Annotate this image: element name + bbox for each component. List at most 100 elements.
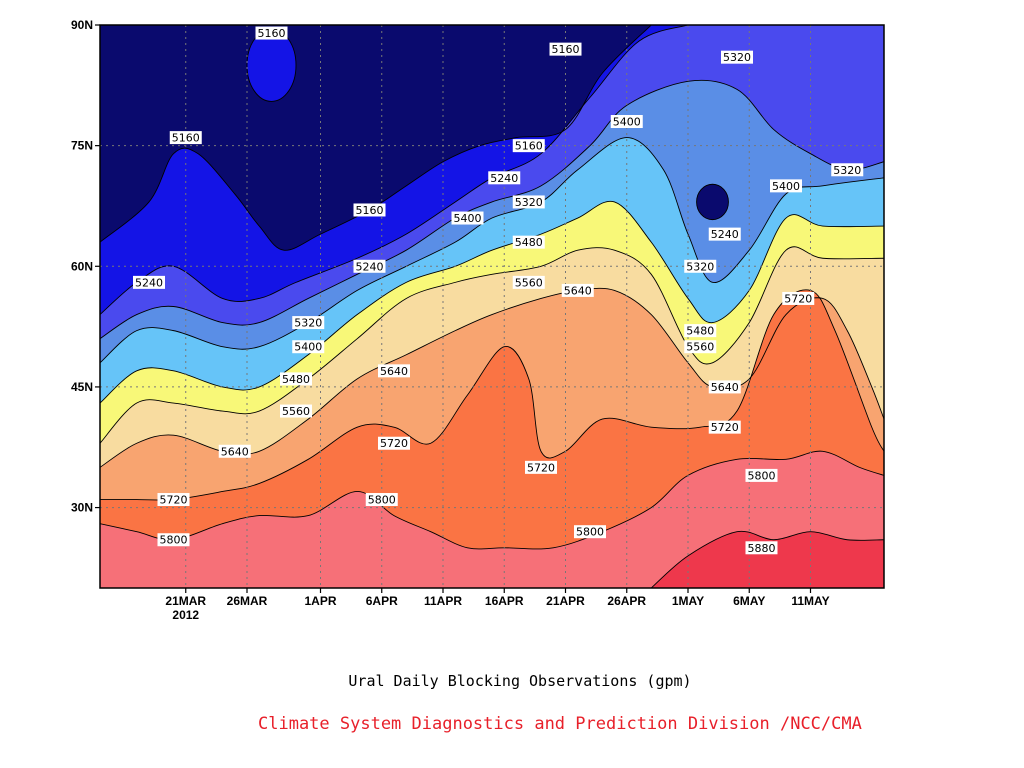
contour-label-box [745,541,778,555]
contour-label-text: 5880 [748,542,776,555]
contour-label-text: 5800 [576,526,604,539]
x-tick-label: 26APR [607,594,646,608]
contour-label: 5400 [610,115,643,129]
x-tick-sublabel: 2012 [172,608,199,622]
isoline-5800 [100,450,884,550]
contour-label: 5320 [512,195,545,209]
isoline-5160 [100,25,652,251]
contour-label-text: 5400 [613,116,641,129]
contour-label: 5800 [157,533,190,547]
contour-label-text: 5720 [711,421,739,434]
contour-label-box [512,275,545,289]
contour-label: 5160 [549,42,582,56]
contour-label-box [574,525,606,539]
contour-label-box [745,468,778,482]
contour-label-text: 5400 [454,212,482,225]
contour-label: 5880 [745,541,778,555]
contour-label: 5320 [721,50,753,64]
x-tick-label: 21APR [546,594,585,608]
contour-label-box [525,460,557,474]
x-tick-label: 16APR [485,594,524,608]
contour-label-box [365,493,398,507]
contour-label-box [561,283,594,297]
contour-label-box [169,131,202,145]
contour-label: 5640 [561,283,594,297]
contour-label-box [549,42,582,56]
contour-label-box [770,179,802,193]
contour-label: 5640 [708,380,741,394]
contour-label: 5240 [133,275,165,289]
contour-label: 5800 [745,468,778,482]
contour-label-text: 5720 [784,292,812,305]
y-tick-label: 45N [71,380,93,394]
x-tick-label: 6MAY [733,594,765,608]
x-tick-label: 1APR [304,594,336,608]
contour-label-text: 5400 [772,180,800,193]
contour-label: 5720 [782,291,815,305]
contour-label-text: 5160 [515,140,543,153]
y-tick-label: 90N [71,18,93,32]
contour-label: 5480 [684,324,717,338]
isoline-5560 [100,246,884,444]
contour-label-box [255,26,288,40]
contour-label: 5800 [365,493,398,507]
chart-title: Ural Daily Blocking Observations (gpm) [348,672,692,690]
contour-label-text: 5640 [221,445,249,458]
contour-label-box [512,235,545,249]
contour-label-box [831,163,864,177]
contour-label-text: 5720 [160,494,188,507]
isoline-5320 [100,79,884,340]
contour-label: 5560 [684,340,717,354]
contour-label-box [157,533,190,547]
contour-label-box [292,316,325,330]
y-tick-label: 75N [71,139,93,153]
contour-label-text: 5320 [833,164,861,177]
contour-label-text: 5480 [686,325,714,338]
contour-label-box [708,380,741,394]
contour-label: 5720 [708,420,741,434]
contour-label-box [451,211,484,225]
contour-label: 5320 [831,163,864,177]
contour-label: 5160 [512,139,545,153]
contour-label-box [684,259,717,273]
x-tick-label: 6APR [366,594,398,608]
contour-label-text: 5640 [711,381,739,394]
contour-label-text: 5560 [515,276,543,289]
contour-label-box [721,50,753,64]
contour-label-box [488,171,521,185]
contour-label: 5640 [218,444,251,458]
contour-label-text: 5160 [552,43,580,56]
contour-label-box [292,340,325,354]
contour-label-text: 5640 [564,284,592,297]
credit-text: Climate System Diagnostics and Predictio… [258,714,862,734]
x-tick-label: 21MAR [165,594,206,608]
contour-label: 5240 [488,171,521,185]
contour-label: 5640 [378,364,410,378]
isoline-5400 [100,137,884,364]
contour-label: 5720 [157,493,190,507]
contour-label: 5400 [770,179,802,193]
contour-label-text: 5640 [380,365,408,378]
contour-label-text: 5400 [294,341,322,354]
contour-label: 5480 [512,235,545,249]
contour-label: 5400 [292,340,325,354]
contour-label: 5560 [280,404,312,418]
contour-label-box [157,493,190,507]
closed-contour-5240 [696,183,729,221]
contour-label-text: 5320 [294,317,322,330]
contour-label-text: 5800 [748,469,776,482]
contour-label-text: 5720 [527,461,555,474]
contour-label-text: 5240 [711,228,739,241]
x-tick-label: 11MAY [791,594,829,608]
contour-label-box [353,259,386,273]
contour-label: 5320 [292,316,325,330]
contour-label-box [378,364,410,378]
contour-label-text: 5480 [282,373,310,386]
contour-label-text: 5160 [172,132,200,145]
contour-label-text: 5240 [490,172,518,185]
contour-label: 5720 [378,436,410,450]
contour-label-box [708,420,741,434]
contour-band-5880 [651,531,884,588]
contour-label: 5240 [708,227,741,241]
x-tick-label: 1MAY [672,594,704,608]
